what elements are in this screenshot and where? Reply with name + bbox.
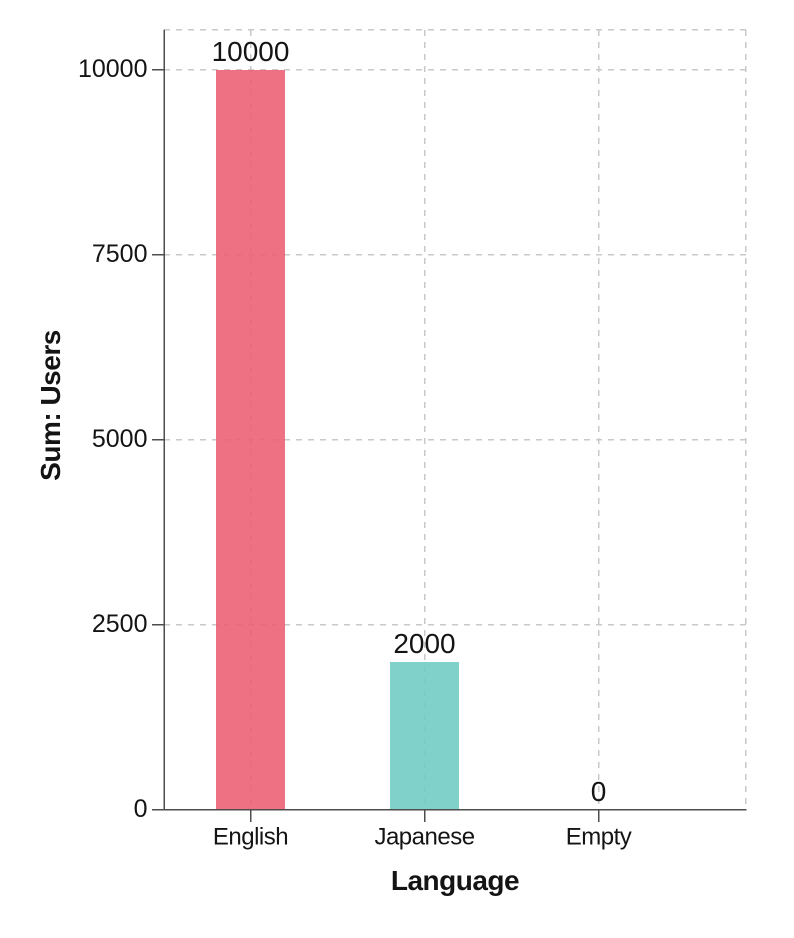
svg-text:2000: 2000 — [393, 628, 455, 659]
svg-text:Empty: Empty — [566, 824, 632, 851]
svg-text:English: English — [213, 824, 288, 851]
svg-text:5000: 5000 — [92, 425, 148, 453]
svg-text:2500: 2500 — [92, 610, 148, 638]
svg-text:10000: 10000 — [78, 55, 148, 83]
svg-text:Language: Language — [391, 865, 519, 896]
svg-text:Japanese: Japanese — [374, 824, 474, 851]
svg-text:10000: 10000 — [212, 36, 290, 67]
svg-text:7500: 7500 — [92, 240, 148, 268]
svg-text:Sum: Users: Sum: Users — [35, 330, 66, 481]
svg-text:0: 0 — [591, 776, 607, 807]
svg-text:0: 0 — [134, 795, 148, 823]
